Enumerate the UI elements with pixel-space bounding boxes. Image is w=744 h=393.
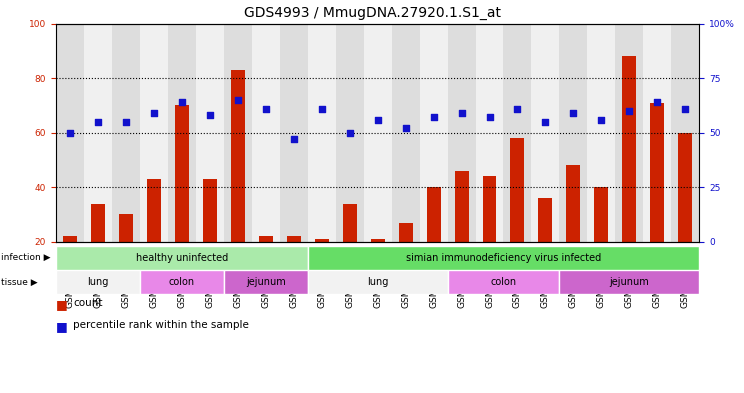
Point	[344, 129, 356, 136]
Bar	[588, 24, 615, 242]
Bar	[671, 24, 699, 242]
Bar	[56, 24, 84, 242]
Bar	[399, 222, 413, 242]
Bar	[504, 24, 531, 242]
Bar	[448, 24, 475, 242]
Bar	[167, 24, 196, 242]
Point	[260, 105, 272, 112]
Bar	[140, 24, 167, 242]
Bar	[559, 270, 699, 294]
Point	[512, 105, 524, 112]
Point	[623, 108, 635, 114]
Bar	[112, 24, 140, 242]
Text: colon: colon	[490, 277, 516, 287]
Text: ■: ■	[56, 298, 68, 311]
Bar	[280, 24, 307, 242]
Bar	[371, 239, 385, 242]
Text: jejunum: jejunum	[246, 277, 286, 287]
Point	[231, 97, 243, 103]
Bar	[391, 24, 420, 242]
Bar	[56, 270, 140, 294]
Bar	[175, 105, 189, 242]
Bar	[644, 24, 671, 242]
Text: lung: lung	[87, 277, 109, 287]
Bar	[315, 239, 329, 242]
Bar	[336, 24, 364, 242]
Point	[455, 110, 467, 116]
Bar	[231, 70, 245, 242]
Bar	[307, 270, 448, 294]
Bar	[62, 236, 77, 242]
Bar	[448, 270, 559, 294]
Point	[539, 119, 551, 125]
Bar	[307, 24, 336, 242]
Bar	[91, 204, 105, 242]
Text: count: count	[73, 298, 103, 308]
Bar	[566, 165, 580, 242]
Text: tissue ▶: tissue ▶	[1, 278, 38, 286]
Point	[679, 105, 691, 112]
Bar	[679, 132, 693, 242]
Point	[372, 116, 384, 123]
Bar	[455, 171, 469, 242]
Bar	[342, 204, 356, 242]
Text: percentile rank within the sample: percentile rank within the sample	[73, 320, 248, 330]
Bar	[202, 179, 217, 242]
Bar	[286, 236, 301, 242]
Point	[652, 99, 664, 105]
Bar	[475, 24, 504, 242]
Bar	[251, 24, 280, 242]
Point	[64, 129, 76, 136]
Text: infection ▶: infection ▶	[1, 253, 51, 262]
Text: GDS4993 / MmugDNA.27920.1.S1_at: GDS4993 / MmugDNA.27920.1.S1_at	[243, 6, 501, 20]
Bar	[119, 215, 132, 242]
Point	[120, 119, 132, 125]
Bar	[559, 24, 588, 242]
Bar	[196, 24, 224, 242]
Bar	[594, 187, 609, 242]
Bar	[426, 187, 440, 242]
Point	[595, 116, 607, 123]
Text: healthy uninfected: healthy uninfected	[135, 253, 228, 263]
Point	[148, 110, 160, 116]
Bar	[539, 198, 553, 242]
Bar	[84, 24, 112, 242]
Bar	[224, 24, 251, 242]
Point	[204, 112, 216, 118]
Bar	[224, 270, 307, 294]
Bar	[483, 176, 496, 242]
Point	[568, 110, 580, 116]
Point	[484, 114, 496, 121]
Bar	[510, 138, 525, 242]
Bar	[615, 24, 644, 242]
Point	[176, 99, 187, 105]
Bar	[56, 246, 307, 270]
Text: ■: ■	[56, 320, 68, 333]
Point	[315, 105, 327, 112]
Bar	[650, 103, 664, 242]
Bar	[307, 246, 699, 270]
Text: colon: colon	[169, 277, 195, 287]
Text: simian immunodeficiency virus infected: simian immunodeficiency virus infected	[406, 253, 601, 263]
Point	[288, 136, 300, 142]
Bar	[364, 24, 391, 242]
Bar	[623, 56, 636, 242]
Text: lung: lung	[367, 277, 388, 287]
Point	[92, 119, 103, 125]
Bar	[259, 236, 272, 242]
Bar	[140, 270, 224, 294]
Bar	[147, 179, 161, 242]
Point	[400, 125, 411, 131]
Bar	[531, 24, 559, 242]
Point	[428, 114, 440, 121]
Bar	[420, 24, 448, 242]
Text: jejunum: jejunum	[609, 277, 650, 287]
